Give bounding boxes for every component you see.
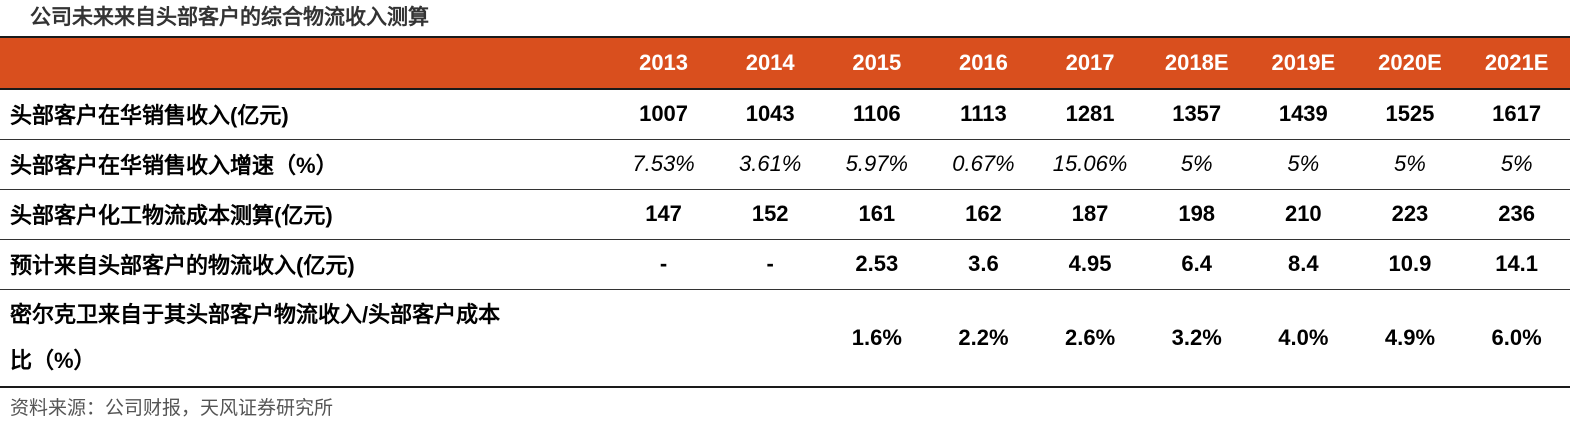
header-row: 2013 2014 2015 2016 2017 2018E 2019E 202… bbox=[0, 36, 1570, 90]
table-cell: 2.53 bbox=[823, 239, 931, 290]
header-cell-2015: 2015 bbox=[823, 36, 931, 90]
table-cell: 1525 bbox=[1356, 89, 1464, 140]
table-cell: 10.9 bbox=[1356, 239, 1464, 290]
table-cell: 5% bbox=[1143, 139, 1250, 190]
table-cell: 5% bbox=[1463, 139, 1570, 190]
table-cell: - bbox=[716, 239, 824, 290]
table-cell: 1281 bbox=[1036, 89, 1144, 140]
table-cell: 161 bbox=[823, 189, 931, 240]
data-table: 2013 2014 2015 2016 2017 2018E 2019E 202… bbox=[0, 36, 1570, 388]
table-cell: 210 bbox=[1250, 189, 1357, 240]
table-cell: 5% bbox=[1356, 139, 1464, 190]
header-cell-label bbox=[0, 36, 611, 90]
table-cell: 147 bbox=[610, 189, 717, 240]
table-cell bbox=[716, 289, 824, 388]
row-label-line-1: 密尔克卫来自于其头部客户物流收入/头部客户成本 bbox=[10, 301, 501, 327]
row-label: 预计来自头部客户的物流收入(亿元) bbox=[0, 239, 611, 290]
table-cell: 1106 bbox=[823, 89, 931, 140]
table-cell bbox=[610, 289, 717, 388]
table-cell: 187 bbox=[1036, 189, 1144, 240]
table-cell: 6.0% bbox=[1463, 289, 1570, 388]
table-cell: 2.2% bbox=[930, 289, 1037, 388]
table-cell: 14.1 bbox=[1463, 239, 1570, 290]
table-cell: 152 bbox=[716, 189, 824, 240]
row-label: 密尔克卫来自于其头部客户物流收入/头部客户成本 比（%） bbox=[0, 289, 611, 388]
table-cell: 7.53% bbox=[610, 139, 717, 190]
table-cell: 3.61% bbox=[716, 139, 824, 190]
table-cell: 198 bbox=[1143, 189, 1250, 240]
header-cell-2016: 2016 bbox=[930, 36, 1037, 90]
table-row: 头部客户在华销售收入增速（%） 7.53% 3.61% 5.97% 0.67% … bbox=[0, 139, 1570, 190]
table-cell: 1007 bbox=[610, 89, 717, 140]
table-cell: 1113 bbox=[930, 89, 1037, 140]
table-cell: 3.2% bbox=[1143, 289, 1250, 388]
row-label: 头部客户在华销售收入(亿元) bbox=[0, 89, 611, 140]
source-note: 资料来源：公司财报，天风证券研究所 bbox=[10, 398, 334, 419]
table-cell: 4.0% bbox=[1250, 289, 1357, 388]
table-row: 头部客户化工物流成本测算(亿元) 147 152 161 162 187 198… bbox=[0, 189, 1570, 240]
table-cell: 4.95 bbox=[1036, 239, 1144, 290]
table-cell: 5.97% bbox=[823, 139, 931, 190]
table-cell: 1357 bbox=[1143, 89, 1250, 140]
row-label-line-2: 比（%） bbox=[10, 347, 96, 373]
table-cell: 1439 bbox=[1250, 89, 1357, 140]
table-cell: 1.6% bbox=[823, 289, 931, 388]
header-cell-2017: 2017 bbox=[1036, 36, 1144, 90]
table-cell: 3.6 bbox=[930, 239, 1037, 290]
row-label: 头部客户化工物流成本测算(亿元) bbox=[0, 189, 611, 240]
table-cell: 8.4 bbox=[1250, 239, 1357, 290]
table-cell: 15.06% bbox=[1036, 139, 1144, 190]
table-row: 密尔克卫来自于其头部客户物流收入/头部客户成本 比（%） 1.6% 2.2% 2… bbox=[0, 289, 1570, 388]
table-cell: 5% bbox=[1250, 139, 1357, 190]
header-cell-2014: 2014 bbox=[716, 36, 824, 90]
header-cell-2018e: 2018E bbox=[1143, 36, 1250, 90]
table-cell: 0.67% bbox=[930, 139, 1037, 190]
table-cell: 1043 bbox=[716, 89, 824, 140]
row-label: 头部客户在华销售收入增速（%） bbox=[0, 139, 611, 190]
table-cell: 162 bbox=[930, 189, 1037, 240]
table-cell: 4.9% bbox=[1356, 289, 1464, 388]
table-cell: - bbox=[610, 239, 717, 290]
table-cell: 223 bbox=[1356, 189, 1464, 240]
table-cell: 2.6% bbox=[1036, 289, 1144, 388]
table-row: 预计来自头部客户的物流收入(亿元) - - 2.53 3.6 4.95 6.4 … bbox=[0, 239, 1570, 290]
header-cell-2021e: 2021E bbox=[1463, 36, 1570, 90]
header-cell-2013: 2013 bbox=[610, 36, 717, 90]
table-row: 头部客户在华销售收入(亿元) 1007 1043 1106 1113 1281 … bbox=[0, 89, 1570, 140]
table-cell: 1617 bbox=[1463, 89, 1570, 140]
header-cell-2020e: 2020E bbox=[1356, 36, 1464, 90]
table-title: 公司未来来自头部客户的综合物流收入测算 bbox=[30, 6, 429, 29]
table-cell: 6.4 bbox=[1143, 239, 1250, 290]
header-cell-2019e: 2019E bbox=[1250, 36, 1357, 90]
table-cell: 236 bbox=[1463, 189, 1570, 240]
